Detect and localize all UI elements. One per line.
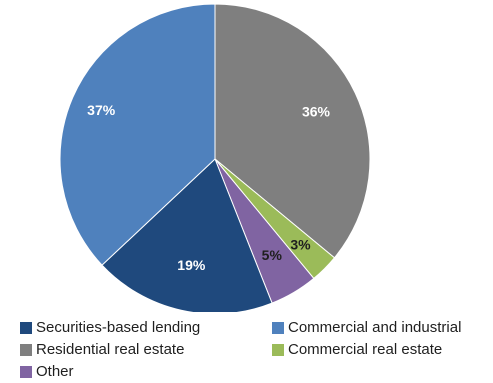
legend-swatch — [20, 321, 32, 334]
legend-item-commercial-real-estate: Commercial real estate — [272, 340, 490, 359]
legend-item-other: Other — [20, 362, 272, 381]
pie-slice-residential-real-estate — [214, 3, 371, 259]
legend-swatch — [20, 343, 32, 356]
legend-swatch — [20, 365, 32, 378]
legend-label: Other — [36, 363, 74, 380]
data-label-other: 5% — [262, 247, 283, 263]
legend-label: Commercial and industrial — [288, 319, 462, 336]
data-label-commercial-and-industrial: 37% — [87, 102, 116, 118]
pie-slice-commercial-and-industrial — [59, 3, 216, 266]
pie-chart: 36% 3% 5% 19% 37% — [59, 3, 371, 312]
legend-label: Residential real estate — [36, 341, 185, 358]
legend-swatch — [272, 321, 284, 334]
data-label-securities-based-lending: 19% — [177, 257, 206, 273]
data-label-residential-real-estate: 36% — [302, 104, 331, 120]
legend: Securities-based lending Commercial and … — [20, 318, 490, 381]
legend-item-commercial-and-industrial: Commercial and industrial — [272, 318, 490, 337]
legend-label: Commercial real estate — [288, 341, 443, 358]
pie-slice-securities-based-lending — [101, 158, 273, 312]
data-label-commercial-real-estate: 3% — [290, 237, 311, 253]
legend-label: Securities-based lending — [36, 319, 201, 336]
legend-item-securities-based-lending: Securities-based lending — [20, 318, 272, 337]
legend-item-residential-real-estate: Residential real estate — [20, 340, 272, 359]
legend-swatch — [272, 343, 284, 356]
